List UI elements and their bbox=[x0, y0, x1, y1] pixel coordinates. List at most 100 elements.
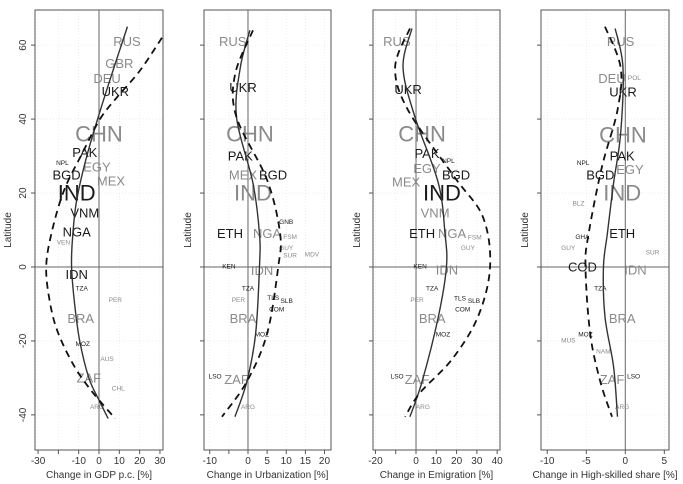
country-point-ukr: UKR bbox=[102, 84, 129, 99]
country-point-nga: NGA bbox=[253, 226, 282, 241]
country-point-npl: NPL bbox=[442, 158, 455, 165]
x-tick-label: -10 bbox=[71, 456, 86, 467]
country-point-slb: SLB bbox=[281, 298, 293, 305]
x-tick-label: 0 bbox=[413, 456, 419, 467]
country-point-arg: ARG bbox=[90, 404, 104, 411]
x-tick-label: 20 bbox=[451, 456, 463, 467]
country-point-pak: PAK bbox=[72, 145, 97, 160]
country-point-tza: TZA bbox=[594, 286, 607, 293]
y-tick-label: 20 bbox=[18, 187, 29, 199]
x-tick-label: 20 bbox=[319, 456, 331, 467]
country-point-vnm: VNM bbox=[421, 206, 450, 221]
country-point-tza: TZA bbox=[242, 286, 255, 293]
x-tick-label: 5 bbox=[662, 456, 668, 467]
country-point-eth: ETH bbox=[409, 226, 435, 241]
solid-fit-line bbox=[234, 30, 261, 417]
x-axis-title: Change in GDP p.c. [%] bbox=[46, 470, 152, 481]
country-point-lso: LSO bbox=[391, 373, 404, 380]
country-point-ukr: UKR bbox=[229, 80, 256, 95]
dashed-fit-line bbox=[584, 26, 623, 418]
x-tick-label: 30 bbox=[471, 456, 483, 467]
country-point-eth: ETH bbox=[609, 226, 635, 241]
country-point-bra: BRA bbox=[230, 311, 257, 326]
country-point-idn: IDN bbox=[436, 262, 458, 277]
y-tick-label: 60 bbox=[18, 39, 29, 51]
country-point-chn: CHN bbox=[226, 121, 274, 146]
country-point-guy: GUY bbox=[561, 245, 576, 252]
country-point-bra: BRA bbox=[67, 311, 94, 326]
country-point-nam: NAM bbox=[596, 349, 610, 356]
country-point-pak: PAK bbox=[610, 149, 635, 164]
country-point-aus: AUS bbox=[100, 356, 114, 363]
country-point-sur: SUR bbox=[646, 249, 660, 256]
country-point-moz: MOZ bbox=[255, 332, 269, 339]
country-point-bra: BRA bbox=[609, 311, 636, 326]
country-point-ken: KEN bbox=[413, 264, 427, 271]
country-point-pol: POL bbox=[628, 75, 641, 82]
x-tick-label: 5 bbox=[264, 456, 270, 467]
country-point-arg: ARG bbox=[615, 404, 629, 411]
x-tick-label: 15 bbox=[300, 456, 312, 467]
y-axis-title: Latitude bbox=[3, 212, 14, 248]
country-point-deu: DEU bbox=[93, 71, 120, 86]
country-point-guy: GUY bbox=[279, 245, 294, 252]
y-axis-title: Latitude bbox=[183, 212, 194, 248]
country-point-gbr: GBR bbox=[105, 56, 133, 71]
country-point-fsm: FSM bbox=[468, 235, 482, 242]
country-point-egy: EGY bbox=[616, 162, 644, 177]
country-point-idn: IDN bbox=[66, 267, 88, 282]
x-axis-title: Change in Urbanization [%] bbox=[207, 470, 329, 481]
country-point-arg: ARG bbox=[241, 404, 255, 411]
country-point-chl: CHL bbox=[112, 386, 125, 393]
y-tick-label: 40 bbox=[18, 113, 29, 125]
country-point-moz: MOZ bbox=[578, 332, 592, 339]
x-tick-label: -10 bbox=[540, 456, 555, 467]
x-tick-label: 0 bbox=[96, 456, 102, 467]
y-tick-label: -40 bbox=[18, 407, 29, 422]
country-point-bgd: BGD bbox=[442, 168, 470, 183]
x-tick-label: 10 bbox=[281, 456, 293, 467]
country-point-tza: TZA bbox=[76, 286, 89, 293]
dashed-fit-line bbox=[45, 37, 163, 420]
country-point-per: PER bbox=[232, 297, 246, 304]
country-point-mus: MUS bbox=[561, 337, 576, 344]
solid-fit-line bbox=[402, 28, 448, 417]
country-point-sur: SUR bbox=[283, 252, 297, 259]
x-tick-label: -20 bbox=[368, 456, 383, 467]
country-point-egy: EGY bbox=[83, 160, 111, 175]
country-point-per: PER bbox=[410, 297, 424, 304]
country-point-ken: KEN bbox=[222, 264, 236, 271]
x-tick-label: 10 bbox=[114, 456, 126, 467]
country-point-lso: LSO bbox=[627, 373, 640, 380]
country-point-chn: CHN bbox=[75, 121, 123, 146]
x-tick-label: 40 bbox=[492, 456, 504, 467]
country-point-egy: EGY bbox=[413, 161, 441, 176]
country-point-cod: COD bbox=[568, 260, 597, 275]
x-axis-title: Change in Emigration [%] bbox=[380, 470, 494, 481]
country-point-moz: MOZ bbox=[436, 332, 450, 339]
country-point-chn: CHN bbox=[398, 121, 446, 146]
country-point-nga: NGA bbox=[63, 224, 92, 239]
x-tick-label: 30 bbox=[154, 456, 166, 467]
country-point-nga: NGA bbox=[438, 226, 467, 241]
country-point-chn: CHN bbox=[599, 123, 647, 148]
x-tick-label: 0 bbox=[623, 456, 629, 467]
country-point-gnb: GNB bbox=[279, 219, 293, 226]
dashed-fit-line bbox=[394, 28, 492, 418]
country-point-idn: IDN bbox=[251, 263, 273, 278]
country-point-gha: GHA bbox=[575, 234, 590, 241]
country-point-lso: LSO bbox=[209, 373, 222, 380]
country-point-pak: PAK bbox=[228, 149, 253, 164]
x-tick-label: 20 bbox=[134, 456, 146, 467]
country-point-zaf: ZAF bbox=[224, 372, 249, 387]
country-point-rus: RUS bbox=[607, 34, 635, 49]
country-point-bra: BRA bbox=[419, 311, 446, 326]
country-point-slb: SLB bbox=[468, 298, 480, 305]
country-point-idn: IDN bbox=[624, 262, 646, 277]
country-point-npl: NPL bbox=[56, 160, 69, 167]
